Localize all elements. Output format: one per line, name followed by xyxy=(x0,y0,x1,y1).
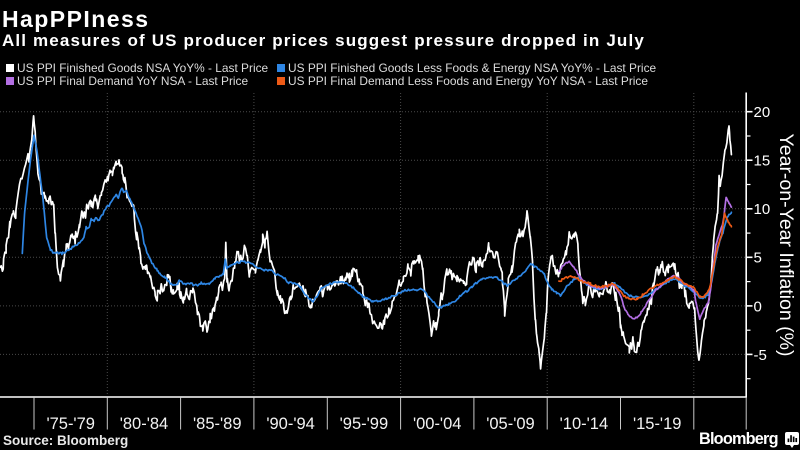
svg-text:Year-on-Year Inflation (%): Year-on-Year Inflation (%) xyxy=(775,134,797,357)
svg-text:'85-'89: '85-'89 xyxy=(193,415,242,433)
svg-text:20: 20 xyxy=(754,104,771,121)
svg-text:'05-'09: '05-'09 xyxy=(486,415,535,433)
svg-text:'15-'19: '15-'19 xyxy=(633,415,682,433)
svg-text:'10-'14: '10-'14 xyxy=(560,415,609,433)
svg-text:'80-'84: '80-'84 xyxy=(120,415,169,433)
svg-text:15: 15 xyxy=(754,153,771,170)
svg-text:10: 10 xyxy=(754,201,771,218)
svg-text:5: 5 xyxy=(754,250,762,267)
svg-text:'90-'94: '90-'94 xyxy=(266,415,315,433)
svg-text:0: 0 xyxy=(754,298,762,315)
svg-text:-5: -5 xyxy=(754,347,767,364)
svg-text:'75-'79: '75-'79 xyxy=(46,415,95,433)
svg-text:'00-'04: '00-'04 xyxy=(413,415,462,433)
svg-text:'95-'99: '95-'99 xyxy=(340,415,389,433)
